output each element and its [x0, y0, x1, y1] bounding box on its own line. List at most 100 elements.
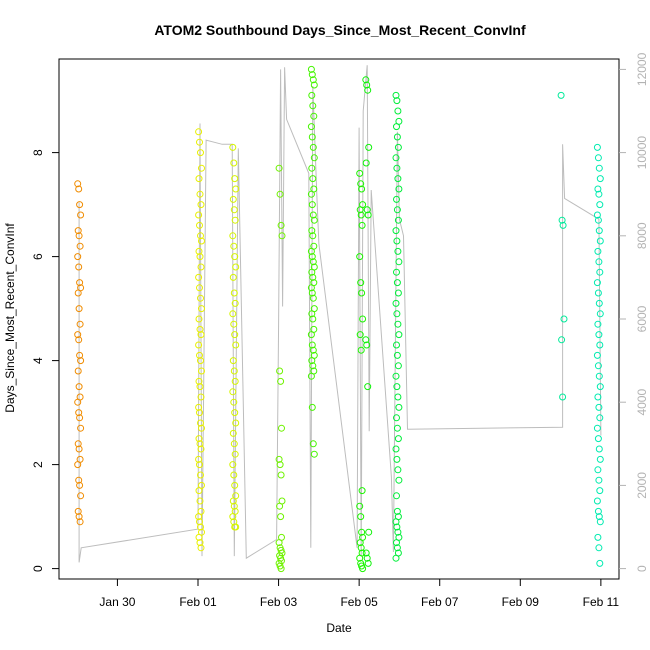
data-point: [75, 263, 83, 271]
data-point: [595, 544, 603, 552]
data-point: [309, 211, 317, 219]
y2-tick-label: 0: [635, 565, 649, 572]
data-point: [362, 76, 370, 84]
data-point: [308, 310, 316, 318]
data-point: [595, 258, 603, 266]
data-point: [393, 383, 401, 391]
data-point: [594, 435, 602, 443]
data-point: [356, 502, 364, 510]
data-point: [309, 76, 317, 84]
data-point: [392, 445, 400, 453]
data-point: [594, 216, 602, 224]
data-point: [196, 440, 204, 448]
data-point: [356, 331, 364, 339]
data-point: [195, 435, 203, 443]
data-point: [76, 320, 84, 328]
data-point: [596, 201, 604, 209]
data-point: [310, 154, 318, 162]
data-point: [356, 169, 364, 177]
data-point: [357, 544, 365, 552]
data-point: [195, 513, 203, 521]
data-point: [232, 523, 240, 531]
data-point: [77, 357, 85, 365]
data-point: [198, 367, 205, 375]
data-point: [231, 299, 239, 307]
data-point: [229, 513, 237, 521]
data-point: [229, 388, 237, 396]
data-point: [308, 357, 316, 365]
data-point: [309, 273, 317, 281]
data-point: [393, 206, 401, 214]
data-point: [276, 190, 284, 198]
data-point: [393, 507, 401, 515]
data-point: [197, 523, 204, 531]
data-point: [195, 128, 203, 136]
chart-title: ATOM2 Southbound Days_Since_Most_Recent_…: [154, 22, 526, 38]
data-point: [275, 164, 283, 172]
data-point: [75, 185, 83, 193]
data-point: [393, 492, 400, 500]
data-point: [76, 518, 84, 526]
data-point: [195, 377, 203, 385]
data-point: [394, 393, 402, 401]
data-point: [393, 268, 400, 276]
y-tick-label: 8: [31, 149, 45, 156]
data-point: [197, 544, 205, 552]
data-point: [307, 284, 315, 292]
data-point: [308, 71, 316, 79]
data-point: [395, 258, 403, 266]
data-point: [229, 195, 237, 203]
data-point: [310, 112, 318, 120]
data-point: [310, 216, 318, 224]
data-point: [364, 559, 372, 567]
data-point: [392, 227, 400, 235]
x-tick-label: Feb 09: [502, 595, 540, 609]
data-point: [230, 206, 238, 214]
data-point: [395, 331, 403, 339]
data-point: [595, 331, 603, 339]
data-point: [395, 403, 403, 411]
data-point: [195, 273, 203, 281]
data-point: [393, 164, 401, 172]
data-point: [77, 211, 85, 219]
data-point: [278, 232, 286, 240]
data-point: [195, 175, 203, 183]
data-point: [595, 403, 603, 411]
x-tick-label: Feb 07: [421, 595, 459, 609]
data-point: [595, 372, 603, 380]
y-axis-label: Days_Since_Most_Recent_ConvInf: [3, 223, 17, 413]
data-point: [276, 367, 284, 375]
data-point: [76, 481, 84, 489]
data-point: [230, 367, 238, 375]
data-point: [309, 258, 317, 266]
data-point: [229, 143, 237, 151]
data-point: [277, 513, 285, 521]
x-tick-label: Feb 11: [583, 595, 620, 609]
data-point: [230, 440, 238, 448]
data-point: [595, 190, 603, 198]
data-point: [393, 544, 401, 552]
data-point: [74, 180, 82, 188]
x-axis-label: Date: [326, 621, 352, 635]
data-point: [559, 221, 567, 229]
data-point: [195, 211, 203, 219]
data-point: [307, 247, 315, 255]
data-point: [356, 539, 364, 547]
data-point: [76, 279, 84, 287]
data-point: [393, 341, 400, 349]
y-tick-label: 2: [31, 461, 45, 468]
data-point: [75, 336, 83, 344]
data-point: [359, 315, 367, 323]
data-point: [358, 528, 366, 536]
data-point: [275, 539, 283, 547]
data-point: [277, 377, 285, 385]
data-point: [230, 159, 238, 167]
data-point: [197, 149, 204, 157]
data-point: [560, 315, 568, 323]
right-axis-line-series: [78, 65, 602, 563]
data-point: [595, 299, 603, 307]
data-point: [356, 253, 364, 261]
data-point: [229, 497, 237, 505]
data-point: [307, 190, 315, 198]
y-tick-label: 0: [31, 565, 45, 572]
